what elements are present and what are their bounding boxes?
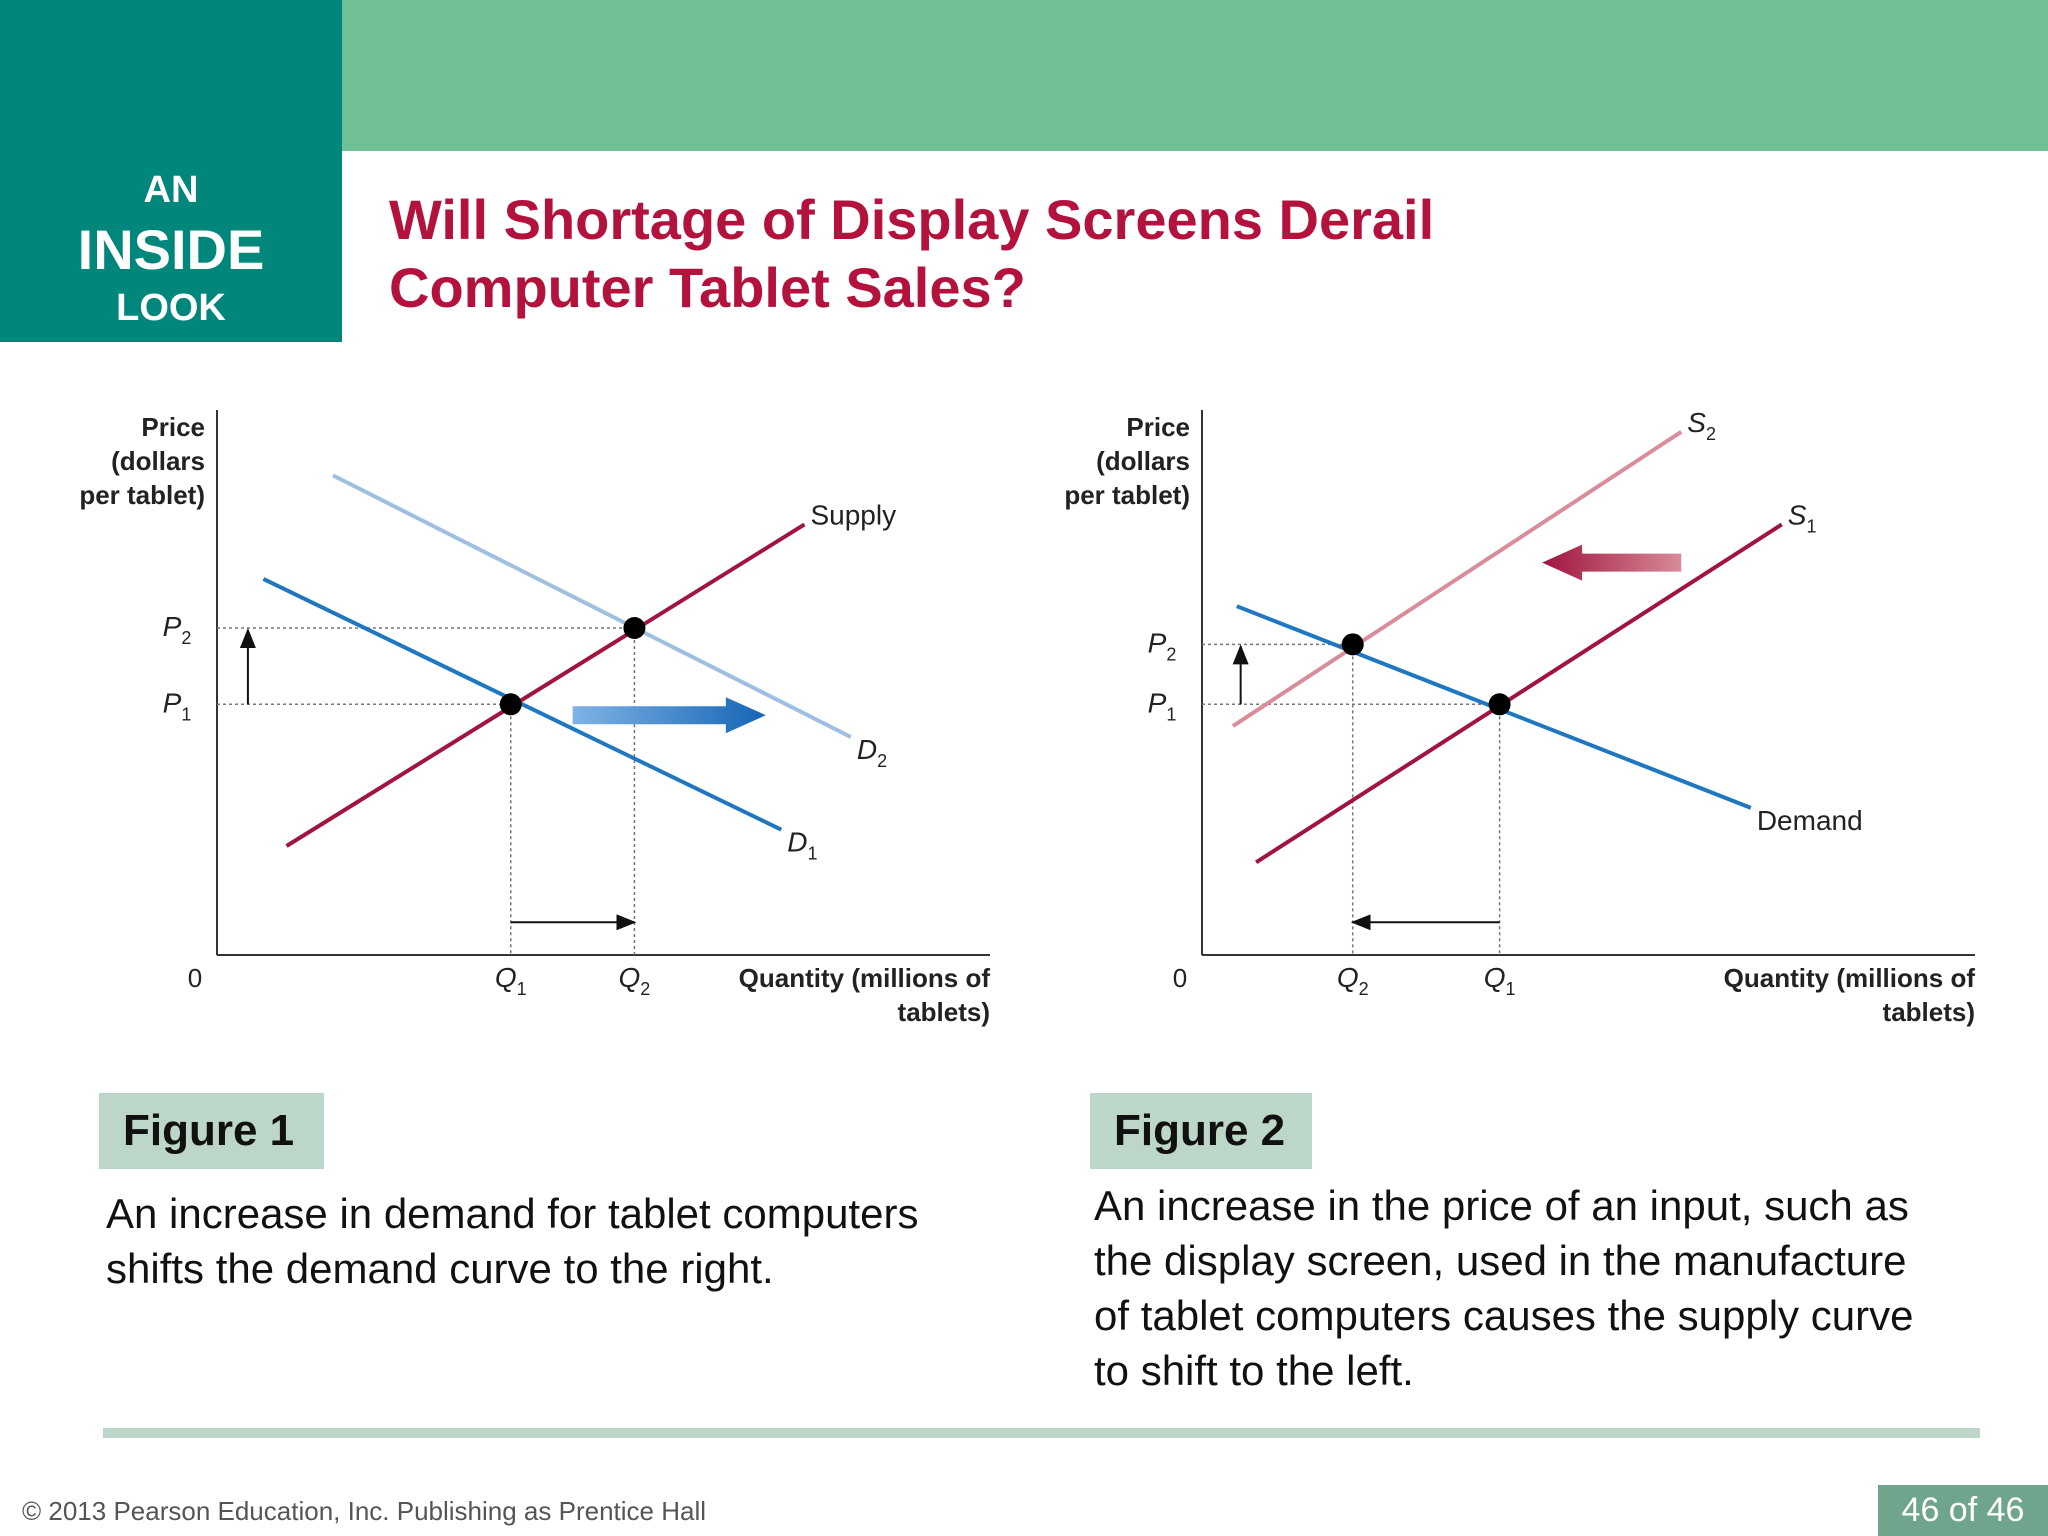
figure-2-origin-label: 0 — [1173, 963, 1187, 993]
badge-line-2: INSIDE — [77, 218, 265, 281]
copyright-notice: © 2013 Pearson Education, Inc. Publishin… — [22, 1496, 706, 1526]
figure-1-label: Figure 1 — [99, 1093, 324, 1169]
badge-line-1: AN — [143, 169, 199, 211]
figure-1-y-axis-label: (dollars — [111, 446, 205, 476]
figure-2-caption: An increase in the price of an input, su… — [1094, 1178, 1913, 1398]
figure-1-curve-d2 — [332, 473, 852, 739]
slide-title: Will Shortage of Display Screens Derail … — [389, 186, 1789, 322]
figure-2-y-axis-label: (dollars — [1096, 446, 1190, 476]
figure-2-x-tick-label: Q2 — [1337, 962, 1369, 999]
figure-1-equilibrium-point — [499, 693, 522, 716]
figure-1-x-axis-label: tablets) — [898, 997, 990, 1027]
badge-line-3: LOOK — [116, 287, 226, 329]
figure-2-shift-arrow — [1542, 544, 1682, 581]
figure-1-x-axis-label: Quantity (millions of — [739, 963, 991, 993]
figure-2-x-axis-label: Quantity (millions of — [1724, 963, 1976, 993]
figure-2-curve-s1 — [1255, 522, 1783, 865]
figure-1-origin-label: 0 — [188, 963, 202, 993]
slide-title-line-2: Computer Tablet Sales? — [389, 256, 1026, 319]
figure-1-y-tick-label: P2 — [163, 611, 192, 648]
page-number: 46 of 46 — [1878, 1485, 2048, 1536]
figure-2-chart: Price (dollars per tablet) Quantity (millio… — [1064, 407, 1976, 1027]
figure-2-curve-label: Demand — [1757, 805, 1863, 836]
figure-2-equilibrium-point — [1341, 633, 1364, 656]
figure-1-caption-line: shifts the demand curve to the right. — [106, 1245, 774, 1292]
figure-2-y-tick-label: P1 — [1148, 687, 1177, 724]
figure-1-curve-supply — [285, 522, 806, 848]
figure-1-y-tick-label: P1 — [163, 687, 192, 724]
figure-2-y-tick-label: P2 — [1148, 627, 1177, 664]
figure-2-equilibrium-point — [1488, 693, 1511, 716]
figure-1-curve-d1 — [262, 577, 783, 832]
figure-1-x-tick-label: Q1 — [495, 962, 527, 999]
figure-1-x-tick-label: Q2 — [619, 962, 651, 999]
figure-1-caption: An increase in demand for tablet compute… — [106, 1186, 918, 1296]
figure-2-caption-line: to shift to the left. — [1094, 1347, 1414, 1394]
figure-1-equilibrium-point — [623, 617, 646, 639]
figure-2-caption-line: of tablet computers causes the supply cu… — [1094, 1292, 1914, 1339]
figure-2-curve-s2 — [1231, 430, 1683, 728]
slide-title-line-1: Will Shortage of Display Screens Derail — [389, 188, 1435, 251]
figure-2-curve-label: S1 — [1788, 499, 1817, 536]
figure-1-curve-label: Supply — [810, 499, 896, 530]
figure-1-curve-label: D2 — [857, 734, 887, 771]
figure-1-curve-label: D1 — [787, 827, 817, 864]
inside-look-badge: AN INSIDE LOOK — [0, 0, 342, 342]
figure-1-chart: Price (dollars per tablet) Quantity (millio… — [79, 410, 991, 1027]
figure-2-caption-line: the display screen, used in the manufact… — [1094, 1237, 1907, 1284]
figure-2-curve-label: S2 — [1687, 407, 1716, 444]
bottom-divider — [103, 1428, 1980, 1438]
figure-2-x-tick-label: Q1 — [1484, 962, 1516, 999]
figure-1-y-axis-label: Price — [141, 412, 205, 442]
figure-1-shift-arrow — [572, 697, 766, 734]
figure-1-y-axis-label: per tablet) — [79, 480, 205, 510]
figure-2-y-axis-label: Price — [1126, 412, 1190, 442]
figure-2-x-axis-label: tablets) — [1883, 997, 1975, 1027]
figure-2-label: Figure 2 — [1090, 1093, 1312, 1169]
figure-1-caption-line: An increase in demand for tablet compute… — [106, 1190, 919, 1237]
figure-2-y-axis-label: per tablet) — [1064, 480, 1190, 510]
figure-2-caption-line: An increase in the price of an input, su… — [1094, 1182, 1909, 1229]
